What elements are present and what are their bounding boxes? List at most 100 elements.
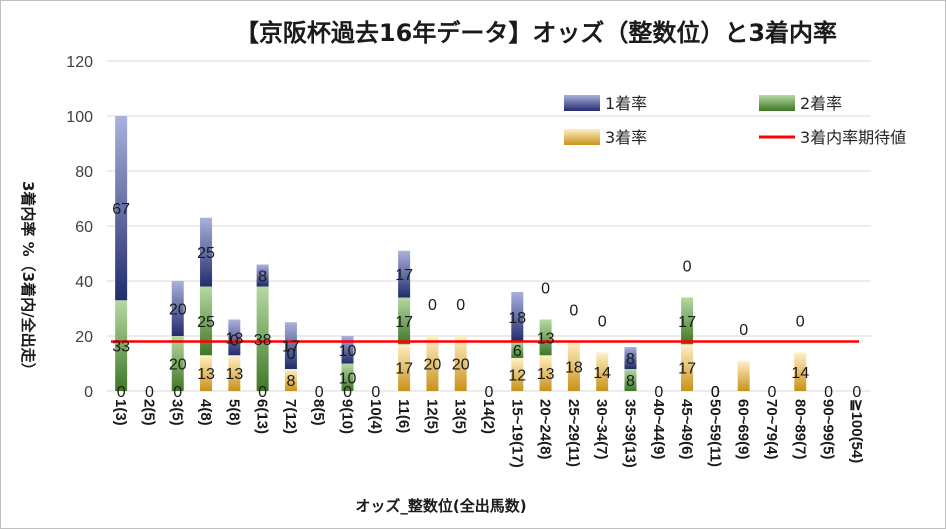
bar-1st-rate: [624, 347, 637, 369]
label-1st-rate: 0: [145, 384, 154, 401]
x-category-label: 10(4): [367, 399, 384, 434]
label-1st-rate: 0: [541, 281, 550, 298]
label-3rd-rate: 14: [593, 365, 611, 382]
label-1st-rate: 17: [282, 339, 300, 356]
x-category-label: 14(2): [480, 399, 497, 434]
bar-2nd-rate: [539, 319, 552, 356]
x-category-label: 12(5): [423, 399, 440, 434]
bar-2nd-rate: [624, 369, 637, 391]
label-2nd-rate: 38: [254, 332, 272, 349]
label-1st-rate: 0: [371, 384, 380, 401]
bar-3rd-rate: [200, 355, 213, 391]
y-tick-label: 40: [75, 274, 93, 291]
x-category-label: 15~19(17): [508, 399, 525, 468]
label-1st-rate: 0: [796, 314, 805, 331]
y-tick-label: 100: [66, 109, 93, 126]
bar-3rd-rate: [398, 344, 411, 391]
x-category-label: 1(3): [112, 399, 129, 426]
bar-2nd-rate: [171, 336, 184, 391]
bar-2nd-rate: [256, 286, 269, 391]
y-tick-label: 0: [84, 384, 93, 401]
label-1st-rate: 0: [428, 297, 437, 314]
x-category-label: 11(6): [395, 399, 412, 433]
bar-3rd-rate: [737, 360, 750, 391]
label-1st-rate: 0: [711, 384, 720, 401]
x-category-label: 9(10): [339, 399, 356, 434]
bar-2nd-rate: [200, 286, 213, 356]
x-category-label: ≧100(54): [848, 399, 865, 463]
x-category-label: 60~69(9): [735, 399, 752, 459]
label-3rd-rate: 0: [343, 384, 352, 401]
label-1st-rate: 18: [508, 310, 526, 327]
x-category-label: 4(8): [197, 399, 214, 426]
label-1st-rate: 0: [456, 297, 465, 314]
y-axis-ticks: 0 20 40 60 80 100 120: [66, 54, 93, 401]
label-1st-rate: 0: [598, 314, 607, 331]
y-tick-label: 80: [75, 164, 93, 181]
bar-2nd-rate: [341, 363, 354, 391]
bar-3rd-rate: [567, 341, 580, 391]
y-tick-label: 120: [66, 54, 93, 71]
bar-2nd-rate: [511, 341, 524, 358]
x-category-label: 13(5): [452, 399, 469, 434]
bar-1st-rate: [511, 292, 524, 342]
legend-swatch-3rd: [564, 129, 600, 145]
label-1st-rate: 25: [197, 245, 215, 262]
bar-3rd-rate: [454, 336, 467, 391]
legend-label-1st: 1着率: [605, 94, 647, 113]
label-1st-rate: 13: [225, 330, 243, 347]
label-2nd-rate: 17: [395, 314, 413, 331]
label-2nd-rate: 10: [339, 370, 357, 387]
bar-2nd-rate: [681, 297, 694, 345]
legend: 1着率 2着率 3着率 3着内率期待値: [564, 94, 906, 147]
label-3rd-rate: 20: [452, 357, 470, 374]
label-1st-rate: 0: [852, 384, 861, 401]
bar-3rd-rate: [596, 352, 609, 391]
x-category-label: 7(12): [282, 399, 299, 434]
bar-3rd-rate: [511, 358, 524, 391]
label-2nd-rate: 8: [626, 373, 635, 390]
bar-1st-rate: [115, 116, 128, 301]
label-1st-rate: 0: [654, 384, 663, 401]
label-2nd-rate: 0: [711, 384, 720, 401]
label-2nd-rate: 17: [678, 314, 696, 331]
bar-3rd-rate: [426, 336, 439, 391]
x-category-label: 50~59(11): [706, 399, 723, 467]
label-1st-rate: 17: [395, 267, 413, 284]
label-3rd-rate: 13: [537, 366, 555, 383]
x-category-label: 30~34(7): [593, 399, 610, 459]
x-category-label: 80~89(7): [791, 399, 808, 459]
label-2nd-rate: 25: [197, 314, 215, 331]
label-2nd-rate: 33: [112, 339, 130, 356]
x-category-label: 35~39(13): [621, 399, 638, 468]
label-1st-rate: 0: [683, 259, 692, 276]
label-1st-rate: 0: [315, 384, 324, 401]
x-category-label: 2(5): [140, 399, 157, 426]
bar-2nd-rate: [398, 297, 411, 345]
y-axis-title: 3着内率 %（3着内/全出走）: [19, 181, 37, 378]
x-category-label: 40~44(9): [650, 399, 667, 459]
label-1st-rate: 0: [824, 384, 833, 401]
bar-3rd-rate: [228, 355, 241, 391]
x-category-label: 45~49(6): [678, 399, 695, 459]
x-category-label: 25~29(11): [565, 399, 582, 467]
x-category-label: 6(13): [254, 399, 271, 434]
y-tick-label: 60: [75, 219, 93, 236]
bar-3rd-rate: [681, 344, 694, 391]
label-1st-rate: 8: [626, 351, 635, 368]
legend-label-3rd: 3着率: [605, 128, 647, 147]
label-2nd-rate: 0: [286, 346, 295, 363]
bar-3rd-rate: [794, 352, 807, 391]
bar-1st-rate: [200, 217, 213, 287]
x-category-label: 8(5): [310, 399, 327, 426]
chart-title: 【京阪杯過去16年データ】オッズ（整数位）と3着内率: [235, 19, 837, 47]
bar-1st-rate: [228, 319, 241, 356]
label-2nd-rate: 20: [169, 357, 187, 374]
bar-1st-rate: [341, 336, 354, 364]
x-category-label: 3(5): [169, 399, 186, 426]
label-3rd-rate: 17: [395, 361, 413, 378]
label-3rd-rate: 0: [117, 384, 126, 401]
label-2nd-rate: 0: [230, 332, 239, 349]
